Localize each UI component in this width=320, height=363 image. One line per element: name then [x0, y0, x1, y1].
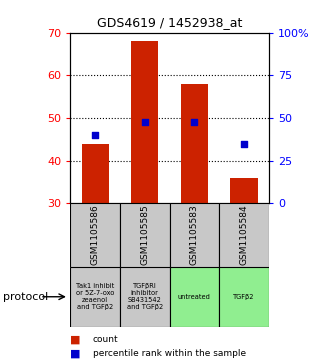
Bar: [82, 143, 109, 203]
Title: GDS4619 / 1452938_at: GDS4619 / 1452938_at: [97, 16, 242, 29]
Bar: [230, 178, 258, 203]
Bar: [120, 267, 170, 327]
Bar: [120, 203, 170, 267]
Bar: [219, 267, 269, 327]
Point: [242, 140, 247, 146]
Bar: [131, 41, 158, 203]
Text: percentile rank within the sample: percentile rank within the sample: [93, 350, 246, 358]
Text: GSM1105586: GSM1105586: [91, 205, 100, 265]
Text: TGFβRI
inhibitor
SB431542
and TGFβ2: TGFβRI inhibitor SB431542 and TGFβ2: [127, 283, 163, 310]
Text: Tak1 inhibit
or 5Z-7-oxo
zeaenol
and TGFβ2: Tak1 inhibit or 5Z-7-oxo zeaenol and TGF…: [76, 283, 114, 310]
Bar: [70, 203, 120, 267]
Point: [142, 119, 148, 125]
Text: TGFβ2: TGFβ2: [233, 294, 255, 300]
Point: [192, 119, 197, 125]
Text: GSM1105583: GSM1105583: [190, 205, 199, 265]
Text: protocol: protocol: [3, 292, 48, 302]
Text: count: count: [93, 335, 118, 344]
Bar: [219, 203, 269, 267]
Bar: [70, 267, 120, 327]
Bar: [170, 267, 219, 327]
Bar: [170, 203, 219, 267]
Text: untreated: untreated: [178, 294, 211, 300]
Text: ■: ■: [70, 334, 81, 344]
Text: ■: ■: [70, 349, 81, 359]
Text: GSM1105584: GSM1105584: [239, 205, 249, 265]
Point: [93, 132, 98, 138]
Bar: [181, 84, 208, 203]
Text: GSM1105585: GSM1105585: [140, 205, 149, 265]
